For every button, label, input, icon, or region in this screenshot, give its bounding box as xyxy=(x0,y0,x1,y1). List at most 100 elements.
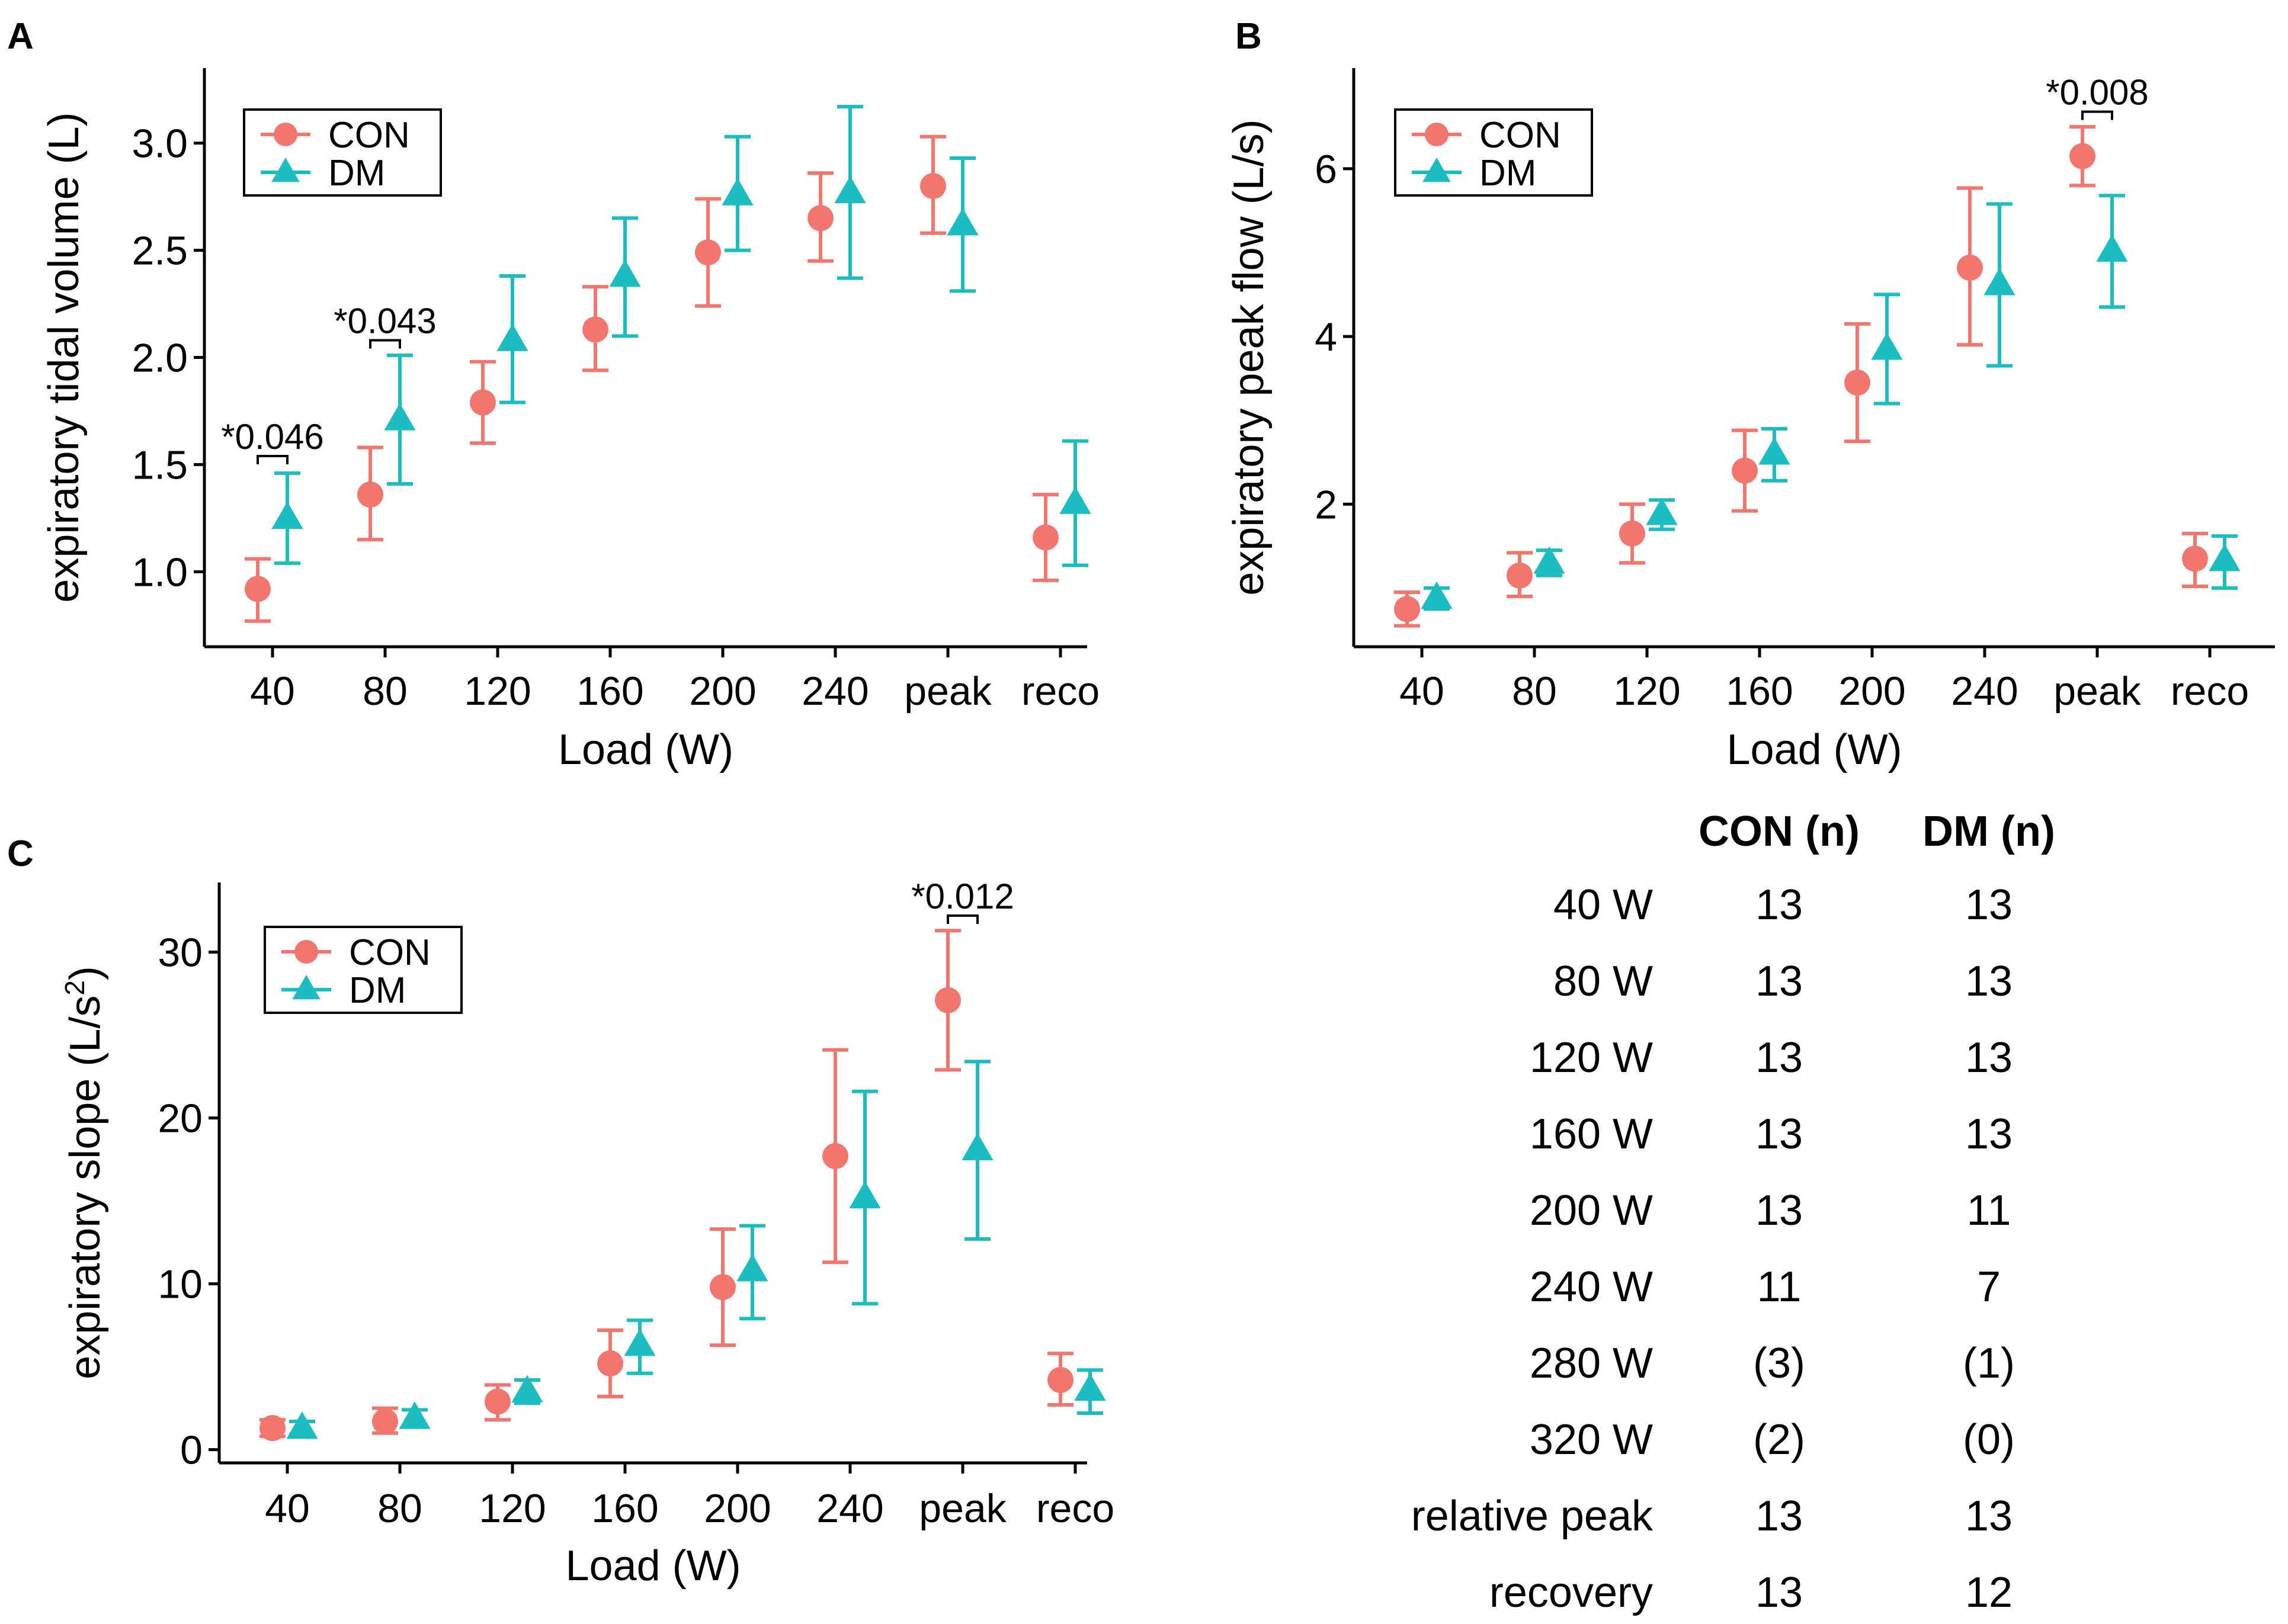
significance-bracket xyxy=(947,914,979,924)
x-tick-label: 120 xyxy=(1613,669,1680,714)
legend-label-dm: DM xyxy=(349,970,406,1011)
point-con xyxy=(1047,1367,1073,1393)
table-cell-con: 13 xyxy=(1755,958,1803,1005)
panel-label: A xyxy=(7,16,34,57)
table-cell-dm: 7 xyxy=(1977,1263,2001,1311)
panel-label: B xyxy=(1235,16,1262,57)
y-tick-label: 10 xyxy=(158,1262,203,1307)
point-dm xyxy=(962,1132,994,1160)
y-axis-label-superscript: 2 xyxy=(59,980,90,996)
point-dm xyxy=(1646,498,1678,525)
x-tick-label: 240 xyxy=(816,1486,883,1531)
point-dm xyxy=(1533,546,1565,574)
y-tick-label: 4 xyxy=(1315,314,1337,360)
point-con xyxy=(2069,143,2095,169)
significance-label: *0.008 xyxy=(2046,73,2149,113)
x-tick-label: 40 xyxy=(1399,669,1444,714)
x-tick-label: reco xyxy=(1036,1486,1114,1531)
point-dm xyxy=(722,178,754,206)
x-tick-label: 80 xyxy=(363,669,408,714)
y-axis-label: expiratory tidal volume (L) xyxy=(40,112,88,602)
y-axis-label-suffix: ) xyxy=(62,966,109,980)
point-con xyxy=(470,389,496,416)
y-axis-label: expiratory slope (L/s2) xyxy=(59,966,109,1379)
y-axis-label: expiratory peak flow (L/s) xyxy=(1225,119,1273,595)
table-row-label: relative peak xyxy=(1411,1493,1653,1540)
x-axis-label: Load (W) xyxy=(558,726,733,774)
point-con xyxy=(822,1143,848,1169)
point-dm xyxy=(849,1181,881,1209)
table-cell-con: (3) xyxy=(1753,1340,1805,1387)
point-dm xyxy=(736,1254,768,1282)
significance-label: *0.043 xyxy=(334,301,437,341)
y-tick-label: 2.5 xyxy=(132,229,188,274)
table-cell-dm: 13 xyxy=(1965,958,2013,1005)
point-dm xyxy=(271,501,303,529)
table-row-label: 120 W xyxy=(1530,1034,1653,1081)
point-con xyxy=(1844,369,1870,396)
point-con xyxy=(1732,457,1758,484)
legend-label-con: CON xyxy=(1479,115,1561,156)
point-dm xyxy=(1758,437,1790,465)
y-tick-label: 0 xyxy=(180,1428,203,1473)
x-tick-label: 120 xyxy=(479,1486,546,1531)
x-tick-label: 160 xyxy=(1726,669,1793,714)
table-row-label: 280 W xyxy=(1530,1340,1653,1387)
point-con xyxy=(357,482,383,508)
point-dm xyxy=(286,1411,318,1439)
table-row-label: 80 W xyxy=(1553,958,1653,1005)
point-con xyxy=(1619,520,1645,547)
point-con xyxy=(920,173,946,200)
point-dm xyxy=(384,403,416,431)
point-dm xyxy=(624,1328,656,1356)
legend-label-con: CON xyxy=(328,115,410,156)
table-row-label: 240 W xyxy=(1530,1263,1653,1311)
sample-size-table: CON (n) DM (n) 40 W 13 13 80 W 13 13 120 W 13 13 16… xyxy=(1411,808,2055,1616)
point-con xyxy=(807,205,834,232)
y-tick-label: 30 xyxy=(158,930,203,975)
significance-label: *0.046 xyxy=(221,417,324,457)
legend-marker-con xyxy=(274,123,297,146)
x-tick-label: 160 xyxy=(591,1486,658,1531)
y-tick-label: 6 xyxy=(1315,147,1337,192)
table-cell-con: 13 xyxy=(1755,881,1803,929)
legend-label-dm: DM xyxy=(328,153,385,194)
point-dm xyxy=(399,1401,431,1429)
legend-marker-dm xyxy=(292,975,321,1000)
point-dm xyxy=(511,1375,543,1402)
panel-c: C 0 10 20 30 40 80 120 160 200 240 peak reco Load (W)… xyxy=(7,833,1114,1590)
table-cell-dm: 13 xyxy=(1965,1034,2013,1081)
table-cell-dm: (1) xyxy=(1963,1340,2015,1387)
point-con xyxy=(695,239,721,266)
x-tick-label: peak xyxy=(904,669,992,714)
x-tick-label: peak xyxy=(2053,669,2141,714)
point-con xyxy=(935,987,961,1013)
x-tick-label: 80 xyxy=(377,1486,422,1531)
table-cell-con: 13 xyxy=(1755,1493,1803,1540)
point-con xyxy=(245,576,271,602)
point-dm xyxy=(1871,332,1903,360)
table-cell-con: 13 xyxy=(1755,1111,1803,1158)
table-cell-dm: 13 xyxy=(1965,881,2013,929)
table-header: CON (n) xyxy=(1699,808,1860,855)
x-tick-label: 80 xyxy=(1512,669,1557,714)
y-tick-label: 20 xyxy=(158,1096,203,1141)
x-tick-label: 240 xyxy=(1951,669,2018,714)
table-cell-con: 13 xyxy=(1755,1187,1803,1234)
x-tick-label: reco xyxy=(2171,669,2249,714)
y-tick-label: 2.0 xyxy=(132,336,188,381)
x-tick-label: 160 xyxy=(576,669,643,714)
table-row-label: 200 W xyxy=(1530,1187,1653,1234)
point-con xyxy=(1957,254,1983,281)
point-dm xyxy=(1421,581,1453,609)
x-tick-label: 120 xyxy=(464,669,531,714)
table-cell-dm: 11 xyxy=(1967,1187,2011,1234)
y-axis-label-main: expiratory slope (L/s xyxy=(62,996,109,1379)
y-tick-label: 2 xyxy=(1315,482,1337,527)
table-cell-dm: 13 xyxy=(1965,1111,2013,1158)
legend-label-con: CON xyxy=(349,932,431,973)
point-con xyxy=(597,1350,623,1376)
point-con xyxy=(372,1408,398,1434)
point-con xyxy=(582,316,608,343)
